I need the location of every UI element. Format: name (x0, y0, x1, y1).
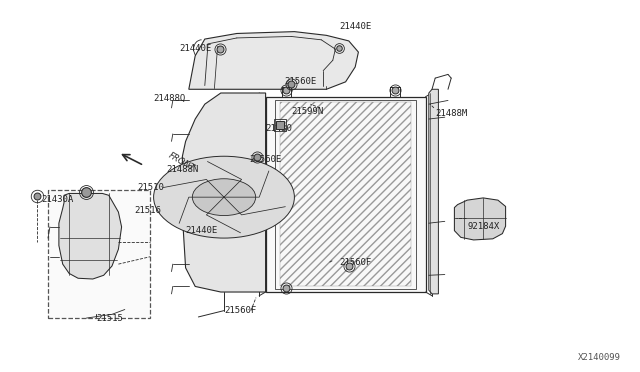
Text: 21440E: 21440E (339, 22, 371, 31)
Text: 21516: 21516 (134, 206, 161, 215)
Polygon shape (454, 198, 506, 240)
Text: X2140099: X2140099 (578, 353, 621, 362)
Text: 21440E: 21440E (186, 226, 218, 235)
Circle shape (154, 156, 294, 238)
Text: 21515: 21515 (96, 314, 123, 323)
Text: 21510: 21510 (138, 183, 164, 192)
Polygon shape (182, 93, 266, 292)
Circle shape (192, 179, 256, 216)
Text: 21430: 21430 (266, 124, 292, 133)
Text: 21488N: 21488N (166, 165, 198, 174)
Text: 21560F: 21560F (339, 258, 371, 267)
Bar (280, 102, 412, 286)
Text: 21560E: 21560E (285, 77, 317, 86)
Text: 21599N: 21599N (291, 107, 323, 116)
Polygon shape (59, 193, 122, 279)
Bar (266, 97, 426, 292)
Text: 21430A: 21430A (42, 195, 74, 203)
Text: 21560F: 21560F (224, 306, 256, 315)
Text: 92184X: 92184X (467, 222, 499, 231)
Polygon shape (189, 32, 358, 89)
Bar (275, 99, 416, 289)
Bar (48, 190, 150, 318)
Text: 21488Q: 21488Q (154, 94, 186, 103)
Polygon shape (429, 89, 438, 294)
Text: 21488M: 21488M (435, 109, 467, 118)
Text: FRONT: FRONT (166, 151, 196, 173)
Text: 21440E: 21440E (179, 44, 211, 53)
Text: 21560E: 21560E (250, 155, 282, 164)
